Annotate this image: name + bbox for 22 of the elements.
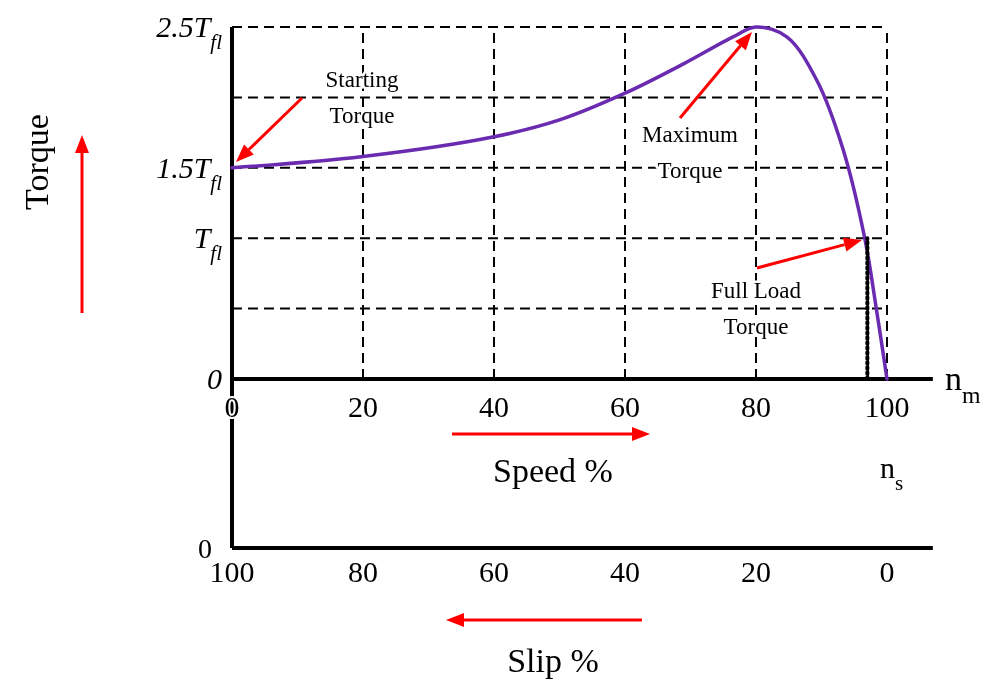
x-axis-title: Speed % bbox=[493, 452, 613, 489]
x2-tick-label: 80 bbox=[348, 555, 378, 588]
annotation: Full Load Torque bbox=[710, 278, 802, 339]
y-tick-label: T$_{fl}$ bbox=[193, 221, 223, 266]
x2-tick-label: 20 bbox=[741, 555, 771, 588]
annotation: Starting Torque bbox=[325, 67, 399, 128]
y-tick-label: 0 bbox=[207, 362, 222, 395]
x2-tick-label: 100 bbox=[209, 555, 255, 588]
y-tick-label: 1.5T$_{fl}$ bbox=[156, 150, 223, 195]
text: n$_{m}$ bbox=[945, 360, 981, 408]
x-tick-label: 60 bbox=[610, 390, 640, 423]
x2-axis-title: Slip % bbox=[507, 642, 599, 679]
text: n$_{s}$ bbox=[880, 451, 904, 495]
x-tick-label: 20 bbox=[348, 390, 378, 423]
x-tick-label: 80 bbox=[741, 390, 771, 423]
x-tick-label: 100 bbox=[864, 390, 910, 423]
x2-tick-label: 40 bbox=[610, 555, 640, 588]
y-axis-title: Torque bbox=[18, 114, 55, 210]
x2-tick-label: 0 bbox=[879, 555, 895, 588]
y-tick-label: 2.5T$_{fl}$ bbox=[156, 10, 223, 54]
x2-tick-label: 60 bbox=[479, 555, 509, 588]
x-tick-label: 40 bbox=[479, 390, 509, 423]
